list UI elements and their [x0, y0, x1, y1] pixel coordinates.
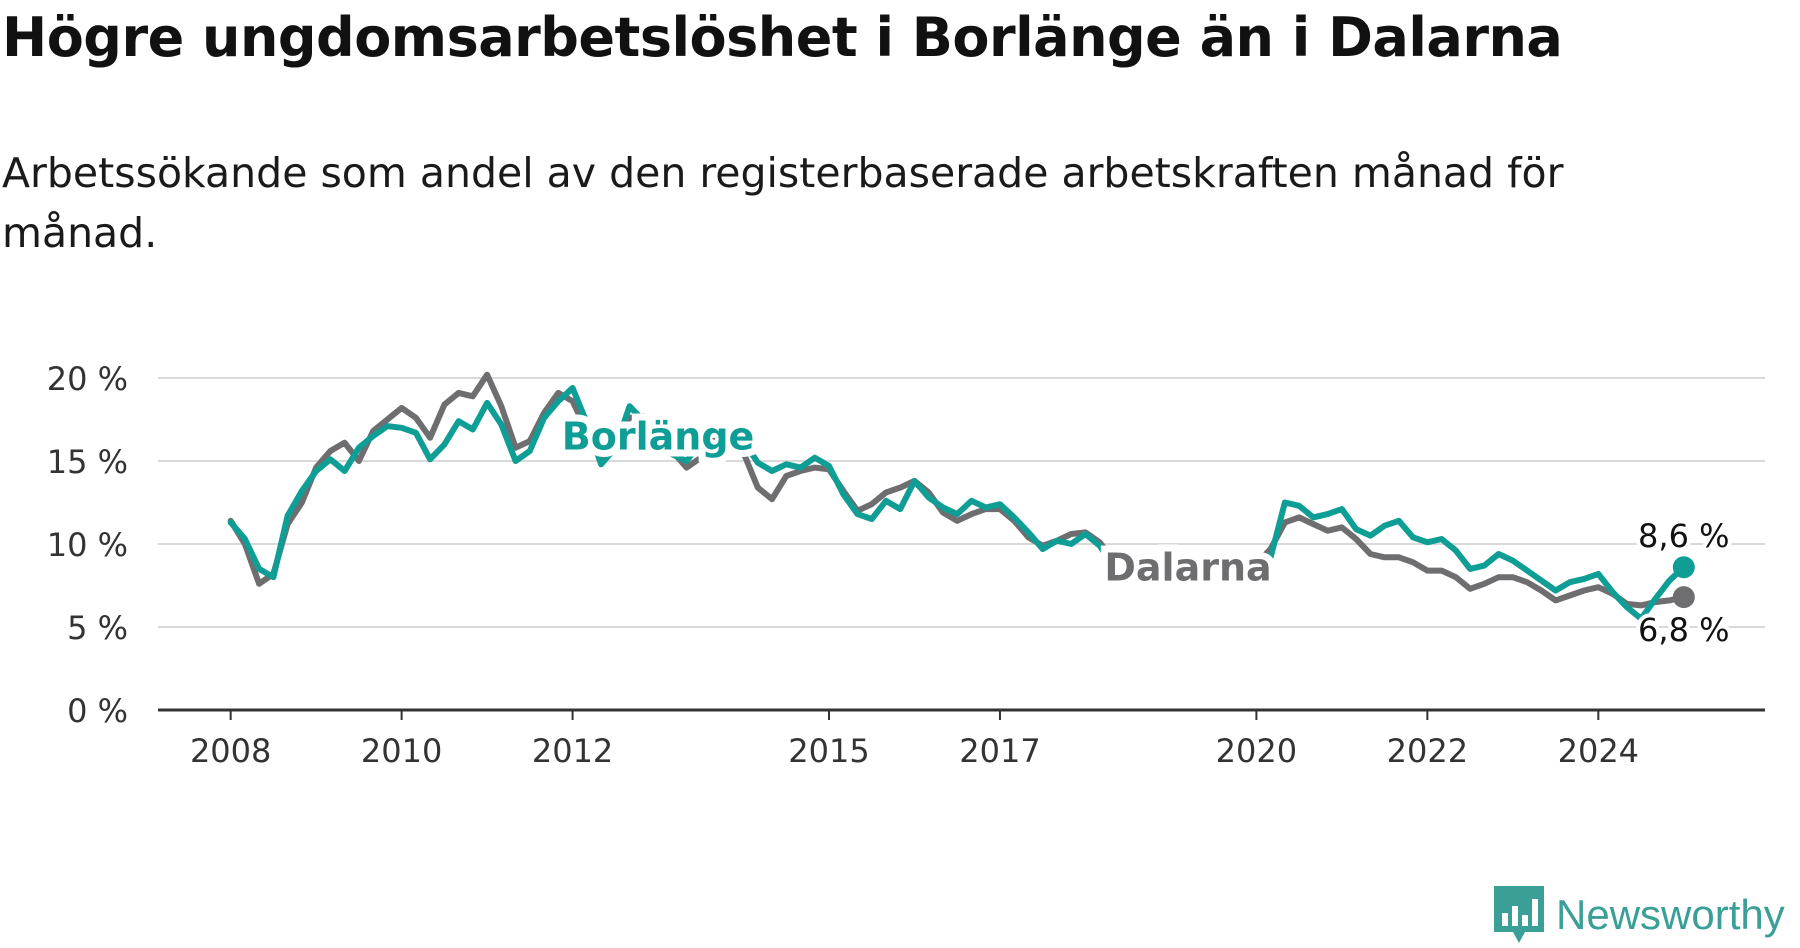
end-point-borl-nge: [1672, 556, 1695, 579]
chart-subtitle: Arbetssökande som andel av den registerb…: [2, 149, 1564, 257]
x-tick-label: 2012: [532, 732, 613, 770]
series-label-dalarna: Dalarna: [1104, 546, 1271, 590]
x-tick-label: 2017: [959, 732, 1040, 770]
chart-title: Högre ungdomsarbetslöshet i Borlänge än …: [2, 6, 1563, 69]
newsworthy-logo: Newsworthy: [1494, 886, 1785, 944]
series-label-borl-nge: Borlänge: [562, 414, 755, 458]
newsworthy-logo-text: Newsworthy: [1556, 891, 1785, 938]
x-tick-label: 2020: [1216, 732, 1297, 770]
series-line-dalarna: [227, 371, 1687, 609]
y-tick-label: 20 %: [47, 360, 128, 398]
x-tick-label: 2022: [1387, 732, 1468, 770]
x-tick-label: 2024: [1558, 732, 1639, 770]
end-label-borl-nge: 8,6 %: [1638, 517, 1729, 555]
end-point-dalarna: [1672, 586, 1695, 609]
x-tick-label: 2010: [361, 732, 442, 770]
y-tick-label: 5 %: [67, 609, 128, 647]
newsworthy-chart-logo-icon: [1494, 886, 1544, 943]
x-tick-label: 2015: [788, 732, 869, 770]
end-label-dalarna: 6,8 %: [1638, 611, 1729, 649]
x-tick-label: 2008: [190, 732, 271, 770]
y-tick-label: 10 %: [47, 526, 128, 564]
y-tick-label: 15 %: [47, 443, 128, 481]
y-tick-label: 0 %: [67, 692, 128, 730]
series-line-borl-nge: [227, 385, 1687, 622]
